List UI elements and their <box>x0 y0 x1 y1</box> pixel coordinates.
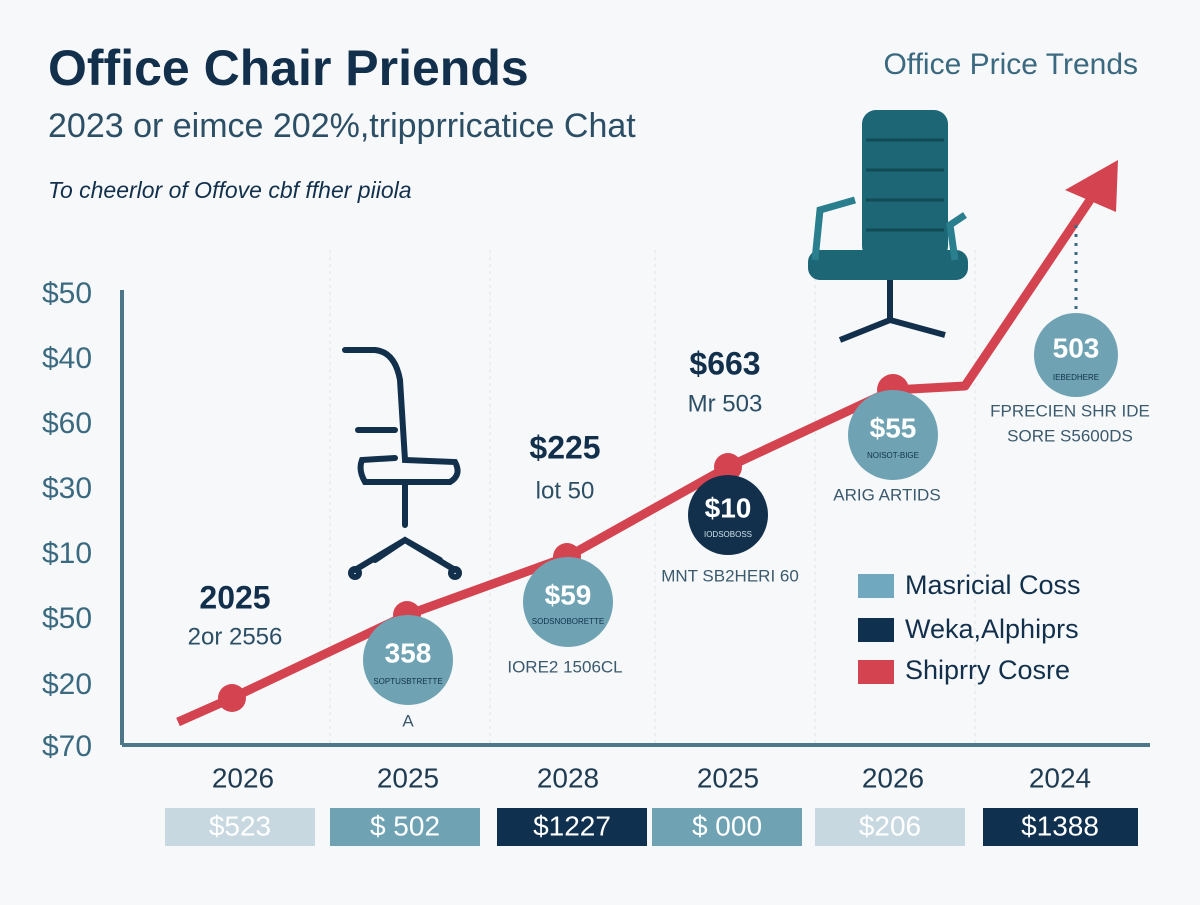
legend-swatch <box>858 660 894 684</box>
x-label: 2025 <box>377 762 439 793</box>
chair-wheel <box>448 566 462 580</box>
bubble-caption: SODSNOBORETTE <box>532 617 604 626</box>
chair-wheel <box>348 566 362 580</box>
bubble <box>1034 313 1118 397</box>
x-label: 2024 <box>1029 762 1091 793</box>
bubble <box>848 390 938 480</box>
bubble-value: 358 <box>385 637 432 668</box>
y-label: $50 <box>42 602 92 635</box>
subtitle: 2023 or eimce 202%,tripprricatice Chat <box>48 107 636 145</box>
value-box <box>652 808 802 846</box>
bubble-caption: NOISOT-BIGE <box>867 451 919 460</box>
y-label: $50 <box>42 277 92 310</box>
x-label: 2026 <box>212 762 274 793</box>
y-label: $40 <box>42 342 92 375</box>
box-label: $523 <box>209 810 271 841</box>
trend-line <box>176 197 1094 727</box>
bubble <box>523 557 613 647</box>
note: FPRECIEN SHR IDE <box>990 401 1150 420</box>
callout-small: Mr 503 <box>688 390 763 417</box>
value-box <box>983 808 1138 846</box>
guides <box>329 250 976 745</box>
box-label: $206 <box>859 810 921 841</box>
x-label: 2026 <box>862 762 924 793</box>
box-label: $ 000 <box>692 810 762 841</box>
bubble <box>688 475 768 555</box>
legend-label: Shiprry Cosre <box>905 655 1070 685</box>
chair-base <box>838 280 946 343</box>
box-label: $ 502 <box>370 810 440 841</box>
y-label: $10 <box>42 537 92 570</box>
value-box <box>815 808 965 846</box>
callout-big: $663 <box>689 345 760 381</box>
note: MNT SB2HERI 60 <box>661 566 799 585</box>
chair-base <box>352 479 458 573</box>
bubble-value: $10 <box>705 492 752 523</box>
y-labels: $50 $40 $60 $30 $10 $50 $20 $70 <box>42 277 92 763</box>
legend-label: Masricial Coss <box>905 570 1081 600</box>
y-label: $60 <box>42 407 92 440</box>
bubble-caption: IEBEDHERE <box>1053 373 1099 382</box>
box-label: $1388 <box>1021 810 1099 841</box>
callout-small: lot 50 <box>536 477 595 504</box>
legend-swatch <box>858 574 894 598</box>
legend-label: Weka,Alphiprs <box>905 614 1079 644</box>
chair-seat <box>342 347 461 485</box>
chair-arms <box>811 196 967 261</box>
box-label: $1227 <box>533 810 611 841</box>
chair-seat <box>808 250 968 280</box>
bubble-value: $59 <box>545 579 592 610</box>
value-box <box>330 808 480 846</box>
chair-teal <box>808 110 968 343</box>
trend-arrow <box>1065 160 1118 212</box>
legend-swatch <box>858 618 894 642</box>
note: SORE S5600DS <box>1007 426 1133 445</box>
note: IORE2 1506CL <box>507 657 622 676</box>
point <box>714 453 742 481</box>
note: ARIG ARTIDS <box>833 485 940 504</box>
note: A <box>402 711 414 730</box>
chair-stripes <box>866 138 944 232</box>
y-label: $70 <box>42 730 92 763</box>
tagline: To cheerlor of Offove cbf ffher piiola <box>48 177 412 203</box>
chair-outline <box>342 347 462 580</box>
callout-small: 2or 2556 <box>188 623 283 650</box>
bubble-value: 503 <box>1053 332 1100 363</box>
value-box <box>165 808 315 846</box>
title: Office Chair Priends <box>48 40 529 96</box>
callout-big: $225 <box>529 429 600 465</box>
corner-title: Office Price Trends <box>883 48 1138 81</box>
bubble-caption: IODSOBOSS <box>704 530 752 539</box>
chair-back <box>862 110 948 260</box>
bubble <box>363 615 453 705</box>
value-box <box>497 808 647 846</box>
y-label: $20 <box>42 668 92 701</box>
callout-big: 2025 <box>199 579 270 615</box>
bubble-value: $55 <box>870 412 917 443</box>
point <box>218 684 246 712</box>
bubble-caption: SOPTUSBTRETTE <box>373 677 442 686</box>
x-label: 2025 <box>697 762 759 793</box>
y-label: $30 <box>42 472 92 505</box>
x-label: 2028 <box>537 762 599 793</box>
